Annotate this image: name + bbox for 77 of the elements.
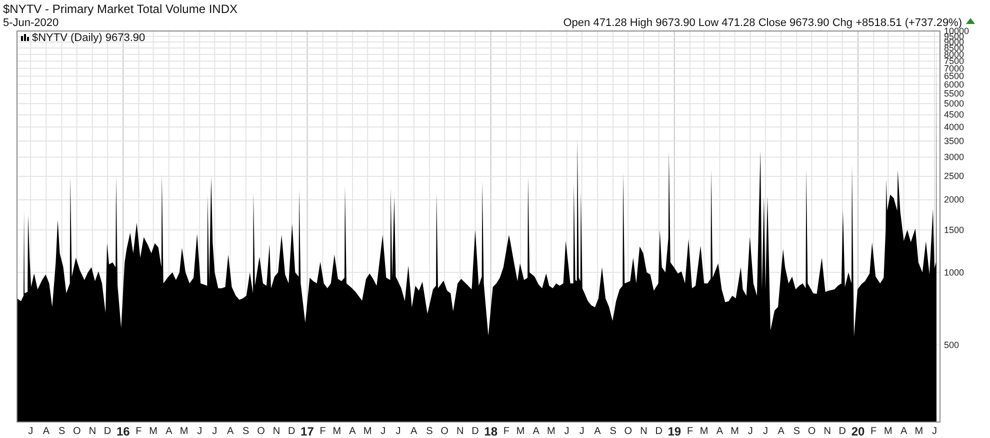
x-tick-label: O — [440, 426, 449, 438]
x-tick-label: J — [380, 426, 386, 438]
x-tick-label: D — [655, 426, 662, 438]
x-tick-label: S — [793, 426, 800, 438]
x-tick-label: M — [914, 426, 924, 438]
x-tick-label: S — [610, 426, 617, 438]
x-tick-label: M — [730, 426, 739, 438]
x-tick-label: J — [932, 426, 937, 438]
x-tick-label: N — [88, 426, 96, 438]
x-tick-label: N — [272, 426, 280, 438]
y-tick-label: 5500 — [944, 88, 964, 99]
x-tick-label: O — [624, 426, 632, 438]
x-tick-label: A — [778, 426, 785, 438]
x-tick-label: M — [149, 426, 158, 438]
y-tick-label: 6500 — [944, 71, 964, 82]
x-tick-label: 17 — [300, 424, 314, 438]
x-tick-label: J — [197, 426, 202, 438]
x-tick-label: J — [748, 426, 753, 438]
x-tick-label: M — [180, 426, 188, 438]
x-tick-label: 18 — [484, 424, 498, 438]
y-tick-label: 4000 — [944, 122, 964, 132]
y-tick-label: 1000 — [944, 267, 964, 278]
x-tick-label: M — [884, 426, 892, 438]
x-tick-label: F — [503, 426, 510, 438]
x-tick-label: D — [472, 426, 479, 438]
x-tick-label: 19 — [668, 424, 682, 438]
x-tick-label: A — [226, 426, 234, 438]
x-tick-label: A — [594, 426, 602, 438]
x-tick-label: N — [640, 426, 648, 438]
x-tick-label: D — [838, 426, 846, 438]
y-tick-label: 6000 — [944, 79, 964, 90]
x-tick-label: 16 — [116, 424, 130, 438]
x-tick-label: M — [516, 426, 525, 438]
x-tick-label: M — [700, 426, 708, 438]
x-tick-label: J — [762, 426, 768, 438]
x-tick-label: A — [532, 426, 540, 438]
x-tick-label: A — [349, 426, 356, 438]
x-tick-label: N — [824, 426, 831, 438]
y-tick-label: 1500 — [944, 224, 964, 235]
y-tick-label: 3000 — [944, 152, 964, 162]
y-tick-label: 3500 — [944, 136, 964, 146]
chart-title: $NYTV - Primary Market Total Volume INDX — [3, 2, 238, 16]
x-tick-label: A — [42, 426, 50, 438]
x-tick-label: M — [547, 426, 556, 438]
y-tick-label: 500 — [944, 340, 960, 350]
x-tick-label: S — [426, 426, 434, 438]
y-tick-label: 2500 — [944, 171, 964, 182]
x-tick-label: M — [363, 426, 372, 438]
x-tick-label: S — [242, 426, 250, 438]
x-tick-label: J — [579, 426, 584, 438]
y-tick-label: 5000 — [944, 98, 964, 109]
chart-subtitle: 5-Jun-2020 — [3, 17, 59, 29]
x-tick-label: 20 — [851, 424, 866, 438]
x-tick-label: J — [28, 426, 34, 438]
x-tick-label: A — [716, 426, 724, 438]
x-tick-label: D — [104, 426, 112, 438]
x-tick-label: A — [410, 426, 418, 438]
x-tick-label: N — [456, 426, 464, 438]
x-tick-label: J — [396, 426, 401, 438]
x-tick-label: O — [808, 426, 816, 438]
legend-label: $NYTV (Daily) 9673.90 — [32, 32, 146, 44]
x-tick-label: F — [320, 426, 326, 438]
x-tick-label: F — [136, 426, 142, 438]
x-tick-label: A — [166, 426, 173, 438]
x-tick-label: S — [58, 426, 66, 438]
text: Open 471.28 High 9673.90 Low 471.28 Close 9673.90 Chg +8518.51 (+737.29%) — [563, 17, 962, 29]
x-tick-label: D — [288, 426, 296, 438]
y-tick-label: 4500 — [944, 110, 964, 120]
x-tick-label: J — [564, 426, 570, 438]
x-tick-label: J — [212, 426, 218, 438]
y-tick-label: 2000 — [944, 194, 964, 205]
x-tick-label: F — [870, 426, 877, 438]
x-tick-label: M — [332, 426, 342, 438]
x-tick-label: A — [900, 426, 908, 438]
x-tick-label: F — [686, 426, 694, 438]
x-tick-label: O — [257, 426, 266, 438]
x-tick-label: O — [72, 426, 81, 438]
